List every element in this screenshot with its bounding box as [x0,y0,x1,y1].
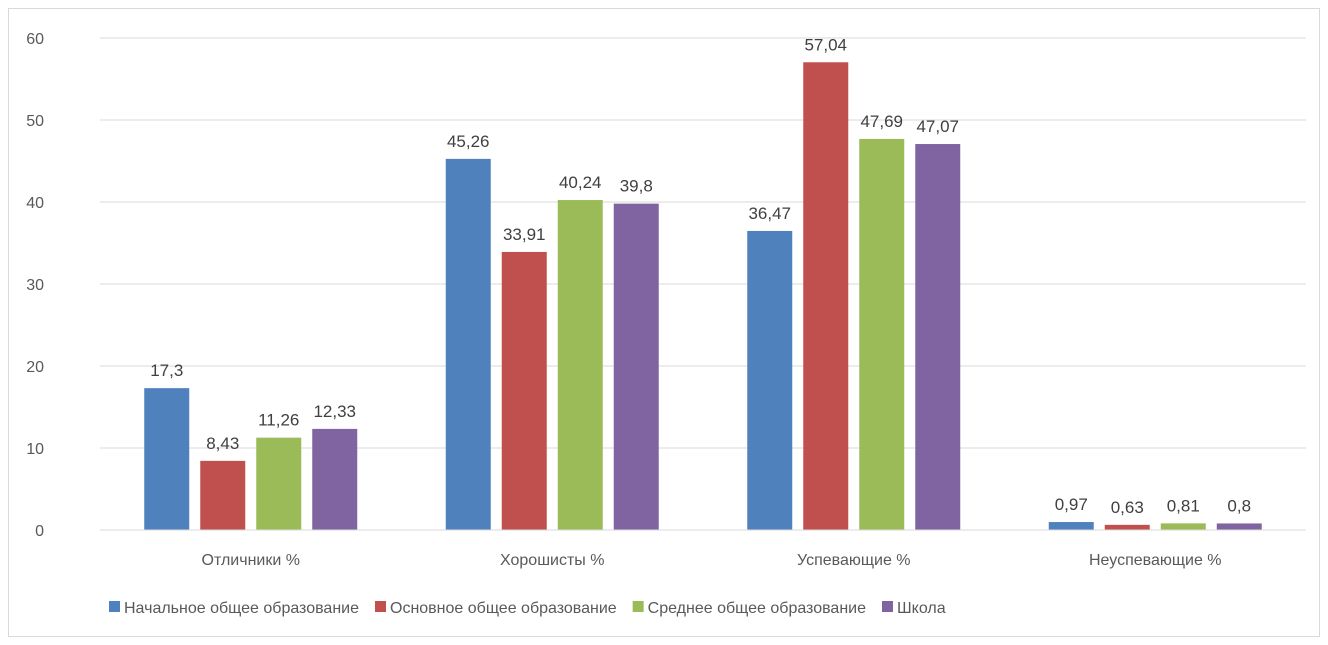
chart-frame [8,8,1320,637]
bar [501,251,547,531]
gridlines [100,37,1306,449]
data-labels: 17,3 8,43 11,26 12,33 45,26 33,91 40,24 39,8 36,… [150,35,1251,517]
bar [312,428,358,530]
bar [1048,522,1094,530]
data-label: 8,43 [206,434,239,453]
bar [915,144,961,530]
data-label: 0,97 [1055,495,1088,514]
bar [747,230,793,531]
data-label: 17,3 [150,361,183,380]
bar [256,437,302,530]
legend-swatch [632,601,644,612]
x-category-label: Отличники % [202,552,300,569]
data-label: 47,07 [916,117,959,136]
legend-swatch [375,601,386,612]
y-axis-tick-labels: 0 10 20 30 40 50 60 [26,31,44,540]
legend-swatch [882,601,893,612]
data-label: 0,63 [1111,498,1144,517]
data-label: 39,8 [620,177,653,196]
data-label: 36,47 [748,204,791,223]
data-label: 45,26 [447,132,490,151]
y-tick-label: 0 [35,523,44,540]
data-label: 0,81 [1167,496,1200,515]
y-tick-label: 10 [26,441,44,458]
bar [1216,523,1262,530]
bar [1160,523,1206,530]
data-label: 12,33 [313,402,356,421]
bars [144,62,1262,531]
x-category-label: Успевающие % [797,552,911,569]
bar [144,388,190,530]
y-tick-label: 40 [26,195,44,212]
y-tick-label: 20 [26,359,44,376]
bar [557,200,603,531]
bar [613,203,659,530]
legend-label: Основное общее образование [390,600,617,617]
data-label: 0,8 [1227,496,1251,515]
y-tick-label: 60 [26,31,44,48]
bar [200,460,246,530]
bar [445,158,491,531]
data-label: 40,24 [559,173,602,192]
bar [859,138,905,530]
data-label: 33,91 [503,225,546,244]
legend-label: Начальное общее образование [124,600,359,617]
x-axis: Отличники % Хорошисты % Успевающие % Неуспе… [100,529,1306,569]
legend: Начальное общее образование Основное обще… [109,600,946,617]
data-label: 47,69 [860,112,903,131]
x-category-label: Хорошисты % [500,552,604,569]
y-tick-label: 30 [26,277,44,294]
data-label: 11,26 [258,411,299,430]
bar [1104,524,1150,530]
legend-swatch [109,601,120,612]
legend-label: Среднее общее образование [648,600,866,617]
y-tick-label: 50 [26,113,44,130]
data-label: 57,04 [804,35,847,54]
bar [803,62,849,530]
x-category-label: Неуспевающие % [1089,552,1222,569]
legend-label: Школа [897,600,946,617]
